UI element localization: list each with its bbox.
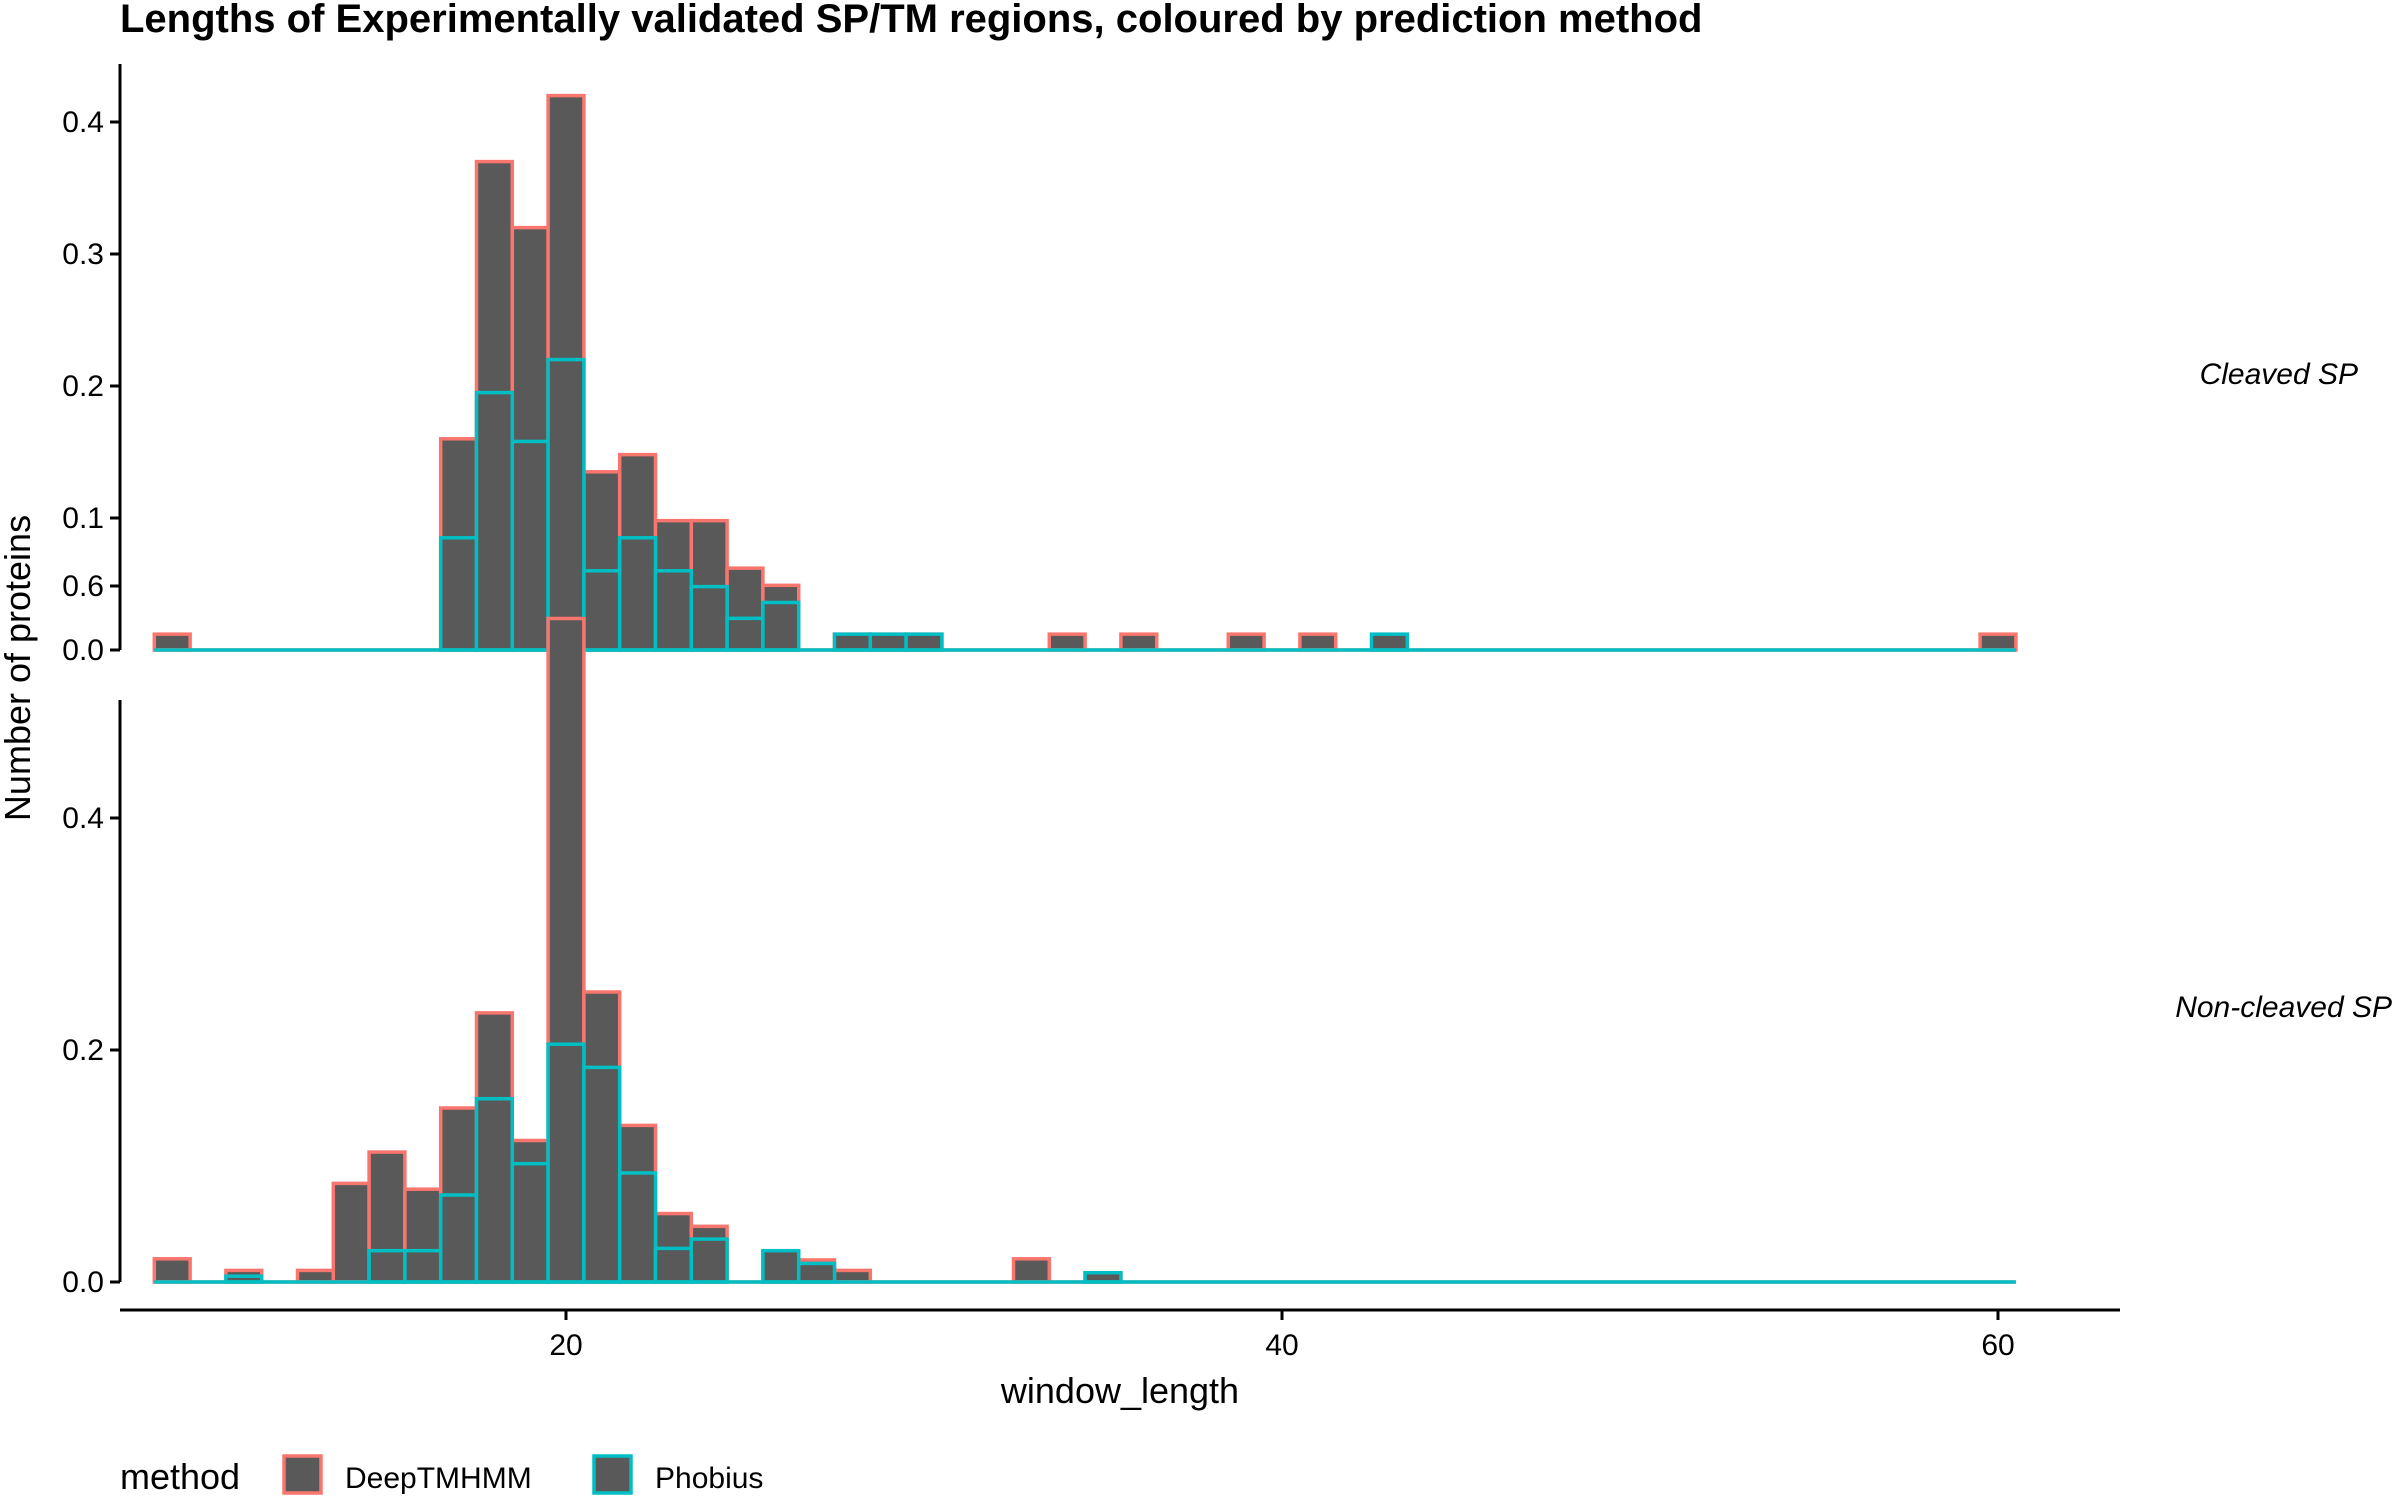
series-deeptmhmm [152, 616, 2016, 1284]
facet-panel-1: 0.0 0.2 0.4 0.6 Non-cleaved SP [62, 570, 2392, 1299]
histogram-bar [617, 536, 658, 652]
histogram-bar [761, 600, 801, 652]
y-tick-label: 0.4 [62, 106, 104, 139]
histogram-bar [1047, 632, 1087, 652]
y-axis-title: Number of proteins [0, 515, 38, 821]
x-axis-title: window_length [1000, 1370, 1239, 1411]
histogram-bar [832, 632, 873, 652]
histogram-bar [510, 1161, 550, 1284]
histogram-bar [403, 1248, 443, 1284]
histogram-bar [868, 632, 908, 652]
facet-strip-label: Non-cleaved SP [2175, 991, 2392, 1024]
histogram-bar [152, 632, 192, 652]
x-tick-label: 60 [1981, 1329, 2014, 1362]
histogram-bar [582, 1065, 622, 1284]
histogram-bar [1978, 632, 2018, 652]
histogram-bar [546, 1042, 586, 1284]
histogram-bar [510, 439, 550, 652]
y-tick-label: 0.2 [62, 370, 104, 403]
histogram-bar [689, 584, 729, 652]
y-tick-label: 0.0 [62, 634, 104, 667]
histogram-bar [1369, 632, 1410, 652]
y-tick-label: 0.4 [62, 802, 104, 835]
histogram-bar [653, 569, 694, 652]
x-axis: 20 40 60 [120, 1308, 2120, 1362]
histogram-bar [438, 1193, 479, 1284]
histogram-bar [367, 1248, 407, 1284]
series-phobius [154, 357, 2016, 652]
histogram-bar [617, 1171, 658, 1284]
chart-title: Lengths of Experimentally validated SP/T… [120, 0, 1702, 41]
legend: method DeepTMHMM Phobius [120, 1454, 763, 1497]
y-tick-label: 0.2 [62, 1034, 104, 1067]
histogram-bar [1226, 632, 1266, 652]
legend-key-phobius [592, 1454, 633, 1495]
facet-panels: 0.0 0.1 0.2 0.3 0.4 Cleaved SP 0.0 0.2 0.4 0.6 Non… [62, 64, 2392, 1299]
histogram-bar [474, 1096, 515, 1284]
x-tick-label: 20 [549, 1329, 582, 1362]
histogram-bar [474, 390, 515, 652]
histogram-bar [1011, 1257, 1052, 1284]
legend-label-deeptmhmm: DeepTMHMM [345, 1462, 532, 1495]
histogram-bar [438, 536, 479, 652]
histogram-bar [653, 1246, 694, 1284]
histogram-bar [331, 1181, 371, 1284]
facet-strip-label: Cleaved SP [2200, 358, 2358, 391]
histogram-bar [582, 569, 622, 652]
histogram-bar [1298, 632, 1338, 652]
series-deeptmhmm [152, 93, 2018, 652]
histogram-bar [546, 357, 586, 652]
legend-title: method [120, 1456, 240, 1497]
series-phobius [154, 1042, 2016, 1284]
histogram-bar [796, 1261, 837, 1284]
y-tick-label: 0.0 [62, 1266, 104, 1299]
histogram-bar [904, 632, 944, 652]
histogram-bar [689, 1237, 729, 1284]
x-tick-label: 40 [1265, 1329, 1298, 1362]
legend-label-phobius: Phobius [655, 1462, 763, 1495]
legend-key-deeptmhmm [282, 1454, 323, 1495]
histogram-bar [761, 1248, 801, 1284]
histogram-bar [1119, 632, 1159, 652]
y-tick-label: 0.3 [62, 238, 104, 271]
histogram-bar [152, 1257, 192, 1284]
facet-panel-0: 0.0 0.1 0.2 0.3 0.4 Cleaved SP [62, 64, 2358, 667]
y-tick-label: 0.1 [62, 502, 104, 535]
y-tick-label: 0.6 [62, 570, 104, 603]
histogram-bar [725, 616, 765, 652]
